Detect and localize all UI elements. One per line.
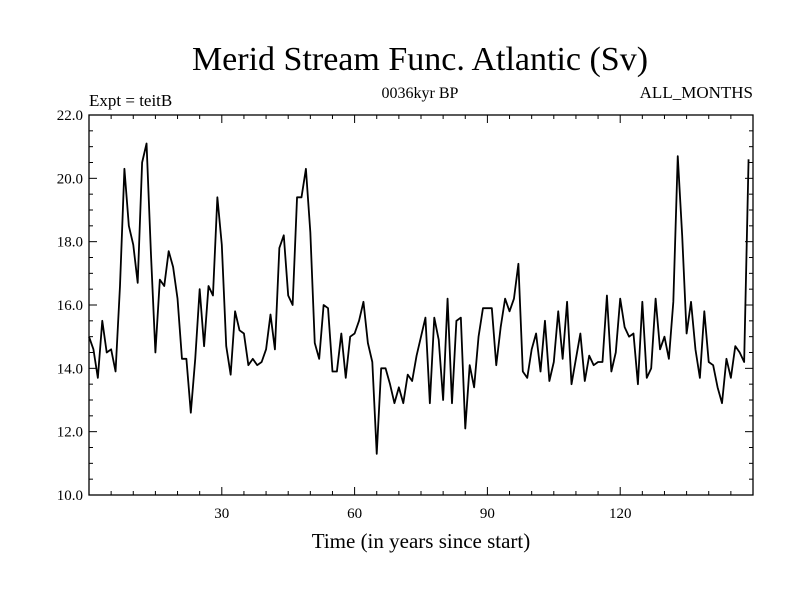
period-label: 0036kyr BP [382, 85, 459, 102]
plot-area: 30 60 90 120 10.0 12.0 14.0 16.0 18.0 20.0 22.0 [57, 108, 754, 522]
months-label: ALL_MONTHS [640, 83, 753, 102]
series-line [88, 142, 750, 455]
y-tick-label: 12.0 [57, 425, 83, 441]
x-tick-label: 120 [609, 506, 632, 522]
chart-title: Merid Stream Func. Atlantic (Sv) [192, 41, 648, 78]
x-tick-label: 60 [347, 506, 362, 522]
x-axis-label: Time (in years since start) [312, 529, 531, 553]
y-tick-label: 22.0 [57, 108, 83, 124]
plot-frame [88, 114, 754, 496]
y-tick-label: 20.0 [57, 171, 83, 187]
expt-label: Expt = teitB [89, 91, 172, 110]
x-tick-label: 30 [214, 506, 229, 522]
y-tick-label: 10.0 [57, 488, 83, 504]
x-tick-label: 90 [480, 506, 495, 522]
y-tick-label: 18.0 [57, 235, 83, 251]
y-tick-label: 14.0 [57, 361, 83, 377]
y-tick-label: 16.0 [57, 298, 83, 314]
